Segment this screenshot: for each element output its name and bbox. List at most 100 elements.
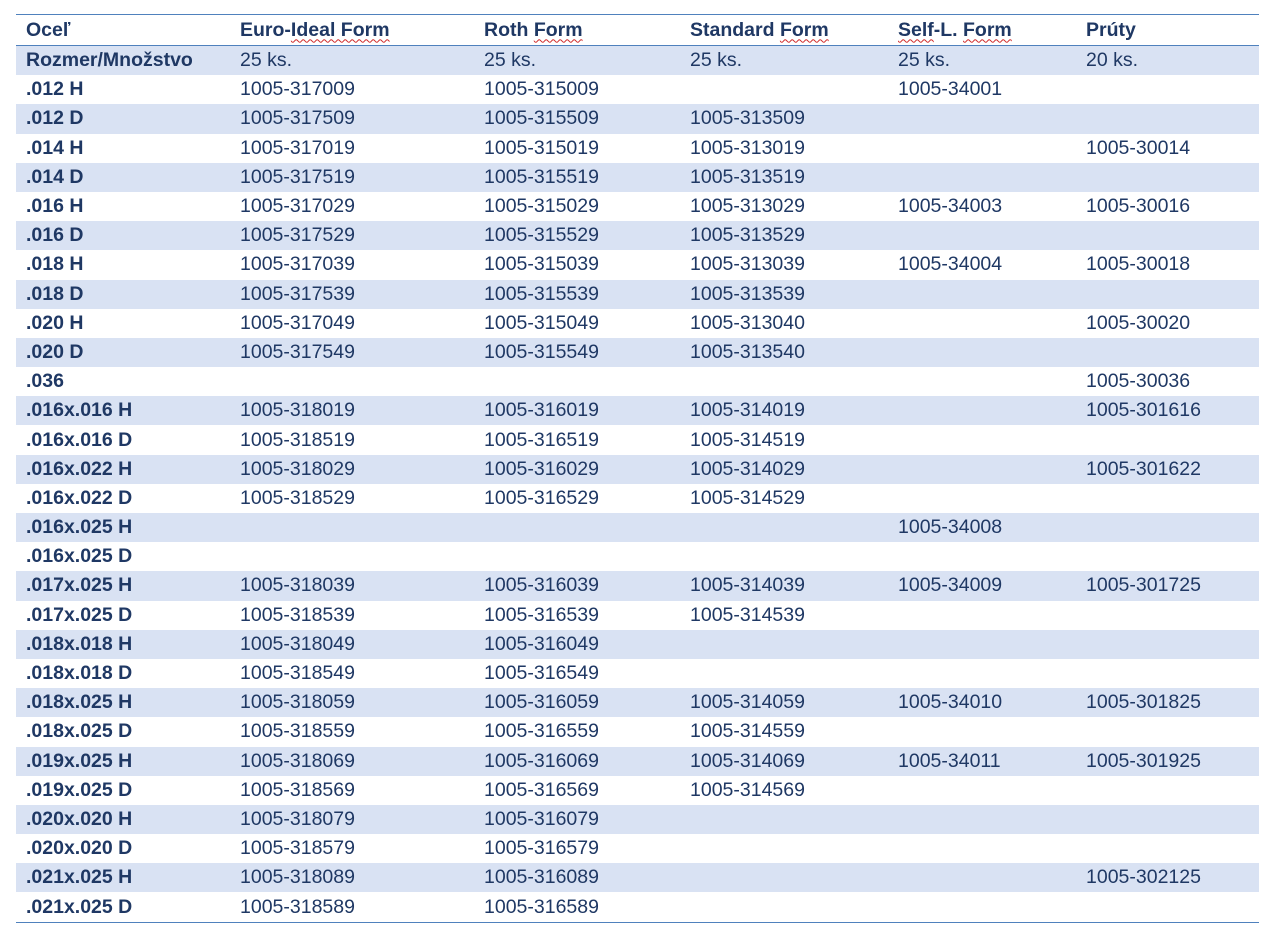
table-cell: 1005-317509 (240, 107, 355, 130)
table-cell: 1005-316029 (484, 457, 599, 480)
table-cell: 1005-313529 (690, 224, 805, 247)
table-cell (230, 513, 474, 542)
table-cell (888, 163, 1076, 192)
table-row: .014 D 1005-317519 1005-315519 1005-313519 (16, 162, 1259, 192)
table-cell (1076, 280, 1259, 309)
header-ocel: Oceľ (16, 15, 230, 46)
table-cell (888, 455, 1076, 484)
table-row: .016x.016 D 1005-318519 1005-316519 1005-31… (16, 425, 1259, 455)
table-cell (680, 834, 888, 863)
table-cell (680, 513, 888, 542)
table-cell (888, 425, 1076, 454)
row-label: .018x.018 D (26, 662, 133, 685)
table-cell: 1005-318039 (240, 574, 355, 597)
table-row: .018x.018 D 1005-318549 1005-316549 (16, 658, 1259, 689)
table-cell: 1005-318079 (240, 807, 355, 830)
table-cell: 1005-318549 (240, 662, 355, 685)
table-cell: 1005-315039 (484, 253, 599, 276)
table-cell (680, 892, 888, 921)
table-cell: 1005-34011 (898, 749, 1001, 772)
table-cell (1076, 717, 1259, 746)
table-row: .014 H 1005-317019 1005-315019 1005-313019 1… (16, 133, 1259, 163)
table-cell: 1005-301616 (1086, 399, 1201, 422)
table-cell (680, 367, 888, 396)
table-cell: 1005-316589 (484, 895, 599, 918)
table-cell: 1005-314019 (690, 399, 805, 422)
table-cell (474, 367, 680, 396)
row-label: .021x.025 H (26, 866, 133, 889)
table-cell (1076, 425, 1259, 454)
table-cell: 1005-301825 (1086, 691, 1201, 714)
table-cell (1076, 513, 1259, 542)
table-cell: 1005-34010 (898, 691, 1003, 714)
table-row: .020x.020 D 1005-318579 1005-316579 (16, 834, 1259, 864)
table-row: .018x.025 D 1005-318559 1005-316559 1005-31… (16, 717, 1259, 747)
table-cell (1076, 805, 1259, 834)
table-cell (888, 834, 1076, 863)
table-cell: 1005-315549 (484, 340, 599, 363)
table-cell: 1005-317039 (240, 253, 355, 276)
table-cell: 1005-317549 (240, 340, 355, 363)
table-cell: 1005-318579 (240, 837, 355, 860)
table-cell: 1005-316059 (484, 691, 599, 714)
table-cell: 1005-314519 (690, 428, 805, 451)
table-cell: 1005-30018 (1086, 253, 1191, 276)
table-cell: 1005-316089 (484, 866, 599, 889)
table-row: .016 D 1005-317529 1005-315529 1005-313529 (16, 221, 1259, 251)
table-cell: 1005-30036 (1086, 370, 1191, 393)
table-cell: 1005-316079 (484, 807, 599, 830)
table-cell: 1005-301925 (1086, 749, 1201, 772)
table-cell (1076, 892, 1259, 921)
table-cell (230, 367, 474, 396)
table-row: .016x.016 H 1005-318019 1005-316019 1005-31… (16, 396, 1259, 426)
table: Oceľ Euro-Ideal Form Roth Form Standard … (16, 15, 1259, 922)
table-cell: 25 ks. (690, 49, 743, 72)
table-cell (888, 221, 1076, 250)
row-label: .014 D (26, 165, 84, 188)
row-label: .018x.018 H (26, 632, 133, 655)
table-cell (1076, 484, 1259, 513)
table-cell: 20 ks. (1086, 49, 1139, 72)
table-cell (230, 542, 474, 571)
table-row: .012 H 1005-317009 1005-315009 1005-34001 (16, 75, 1259, 105)
row-label: .016x.016 D (26, 428, 133, 451)
table-cell (680, 659, 888, 688)
table-cell (888, 805, 1076, 834)
table-cell (1076, 542, 1259, 571)
table-cell: 1005-316039 (484, 574, 599, 597)
table-cell (1076, 75, 1259, 104)
table-cell (888, 280, 1076, 309)
row-label: .018x.025 D (26, 720, 133, 743)
table-cell: 1005-317529 (240, 224, 355, 247)
table-row: .019x.025 H 1005-318069 1005-316069 1005-31… (16, 746, 1259, 776)
table-cell: 25 ks. (484, 49, 537, 72)
table-row: .021x.025 D 1005-318589 1005-316589 (16, 892, 1259, 922)
table-cell (1076, 776, 1259, 805)
table-row: .036 1005-30036 (16, 367, 1259, 397)
header-row: Oceľ Euro-Ideal Form Roth Form Standard … (16, 15, 1259, 46)
table-cell: 1005-314039 (690, 574, 805, 597)
table-cell (474, 513, 680, 542)
table-cell: 1005-318069 (240, 749, 355, 772)
table-cell: 1005-314539 (690, 603, 805, 626)
row-label: .021x.025 D (26, 895, 133, 918)
table-cell: 1005-314569 (690, 778, 805, 801)
table-cell: 1005-313039 (690, 253, 805, 276)
table-cell: 1005-315009 (484, 78, 599, 101)
table-row: .020x.020 H 1005-318079 1005-316079 (16, 804, 1259, 835)
table-cell: 1005-313019 (690, 136, 805, 159)
table-cell: 1005-317009 (240, 78, 355, 101)
table-cell (680, 542, 888, 571)
table-cell: 1005-314029 (690, 457, 805, 480)
table-cell: 1005-316069 (484, 749, 599, 772)
table-cell: 1005-317019 (240, 136, 355, 159)
table-cell: 1005-314069 (690, 749, 805, 772)
table-row: .019x.025 D 1005-318569 1005-316569 1005-31… (16, 775, 1259, 805)
table-row: .016x.025 H 1005-34008 (16, 513, 1259, 543)
table-cell: 1005-318569 (240, 778, 355, 801)
table-cell: 1005-313539 (690, 282, 805, 305)
table-cell: 1005-318089 (240, 866, 355, 889)
table-cell: 1005-34008 (898, 516, 1003, 539)
row-label: .016 H (26, 195, 84, 218)
table-cell: 1005-318019 (240, 399, 355, 422)
